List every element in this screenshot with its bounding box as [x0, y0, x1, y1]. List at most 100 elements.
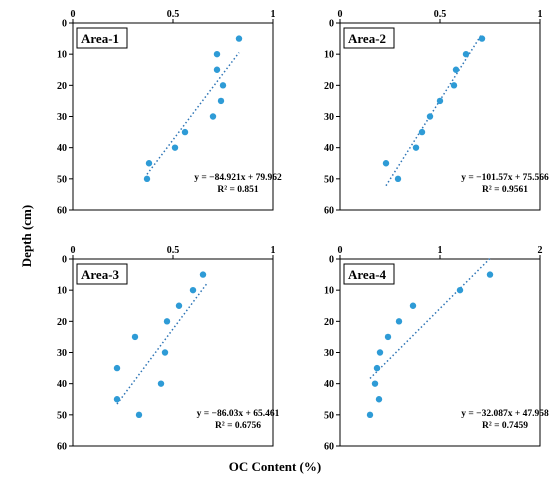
y-tick-label: 20 [324, 81, 334, 92]
data-point [409, 302, 417, 309]
x-tick-label: 0.5 [167, 245, 180, 256]
panel-title-text: Area-2 [348, 31, 386, 46]
trendline [116, 282, 208, 405]
data-point [113, 396, 121, 403]
data-point [412, 144, 420, 151]
y-tick-label: 40 [324, 143, 334, 154]
x-tick-label: 0 [71, 245, 76, 256]
data-point [219, 82, 227, 89]
data-point [213, 50, 221, 58]
y-tick-label: 40 [57, 143, 67, 154]
data-point [163, 318, 171, 325]
x-tick-label: 1 [271, 245, 276, 256]
r-squared-label: R² = 0.9561 [482, 185, 528, 195]
trendline-equation: y = −84.921x + 79.962 [194, 173, 282, 183]
trendline-equation: y = −32.087x + 47.958 [461, 409, 549, 419]
data-point [478, 35, 486, 42]
x-tick-label: 0 [338, 245, 343, 256]
y-tick-label: 40 [324, 379, 334, 390]
plot-frame [72, 22, 274, 211]
trendline [369, 257, 491, 379]
data-point [161, 349, 169, 356]
data-point [135, 411, 143, 419]
plot-frame [72, 258, 274, 447]
x-tick-label: 1 [438, 245, 443, 256]
panel-title: Area-1 [76, 27, 128, 49]
data-point [213, 66, 221, 73]
data-point [462, 50, 470, 58]
panel-title: Area-2 [343, 27, 395, 49]
panel-title-box [76, 27, 128, 49]
y-tick-label: 50 [324, 174, 334, 185]
data-point [450, 82, 458, 89]
y-tick-label: 10 [57, 286, 67, 297]
panel-title: Area-3 [76, 263, 128, 285]
r-squared-label: R² = 0.7459 [482, 421, 528, 431]
x-tick-label: 2 [538, 245, 543, 256]
panel-title-box [76, 263, 128, 285]
data-point [171, 144, 179, 151]
data-point [217, 97, 225, 105]
y-tick-label: 20 [57, 81, 67, 92]
data-point [145, 160, 153, 167]
plot-frame [339, 258, 541, 447]
data-point [371, 380, 379, 387]
data-point [418, 128, 426, 136]
y-tick-label: 60 [57, 206, 67, 217]
r-squared-label: R² = 0.851 [217, 185, 258, 195]
data-point [189, 286, 197, 294]
y-tick-label: 60 [57, 442, 67, 453]
x-tick-label: 1 [538, 9, 543, 20]
y-axis-label: Depth (cm) [19, 204, 34, 268]
trendline [146, 52, 240, 175]
x-tick-label: 0 [71, 9, 76, 20]
panel-title-text: Area-4 [348, 267, 387, 282]
data-point [486, 271, 494, 278]
y-tick-label: 60 [324, 442, 334, 453]
panel-title-box [343, 27, 395, 49]
x-tick-label: 0 [338, 9, 343, 20]
data-point [235, 35, 243, 42]
data-point [175, 302, 183, 309]
y-tick-label: 20 [57, 317, 67, 328]
y-tick-label: 0 [329, 19, 334, 30]
x-axis-label: OC Content (%) [228, 459, 322, 474]
data-point [113, 364, 121, 372]
data-point [376, 349, 384, 356]
data-point [436, 97, 444, 105]
y-tick-label: 30 [57, 112, 67, 123]
data-point [382, 160, 390, 167]
data-point [375, 396, 383, 403]
y-tick-label: 0 [62, 19, 67, 30]
y-tick-label: 50 [324, 410, 334, 421]
trendline-equation: y = −101.57x + 75.566 [461, 173, 549, 183]
r-squared-label: R² = 0.6756 [215, 421, 261, 431]
x-tick-label: 1 [271, 9, 276, 20]
y-tick-label: 10 [324, 50, 334, 61]
data-point [456, 286, 464, 294]
data-point [395, 318, 403, 325]
y-tick-label: 10 [57, 50, 67, 61]
data-point [394, 175, 402, 183]
data-point [143, 175, 151, 183]
trendline-equation: y = −86.03x + 65.461 [197, 409, 280, 419]
data-point [426, 113, 434, 120]
panel-title-text: Area-3 [81, 267, 120, 282]
panel-title-text: Area-1 [81, 31, 119, 46]
panel-title-box [343, 263, 395, 285]
y-tick-label: 30 [324, 112, 334, 123]
y-tick-label: 10 [324, 286, 334, 297]
x-tick-label: 0.5 [167, 9, 180, 20]
data-point [373, 364, 381, 372]
y-tick-label: 0 [329, 255, 334, 266]
y-tick-label: 0 [62, 255, 67, 266]
y-tick-label: 20 [324, 317, 334, 328]
y-tick-label: 50 [57, 174, 67, 185]
data-point [199, 271, 207, 278]
y-tick-label: 50 [57, 410, 67, 421]
data-point [452, 66, 460, 73]
